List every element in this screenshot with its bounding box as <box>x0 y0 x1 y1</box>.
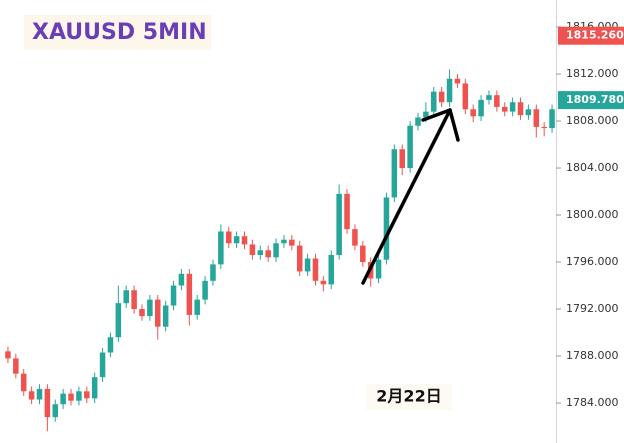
candle-body <box>446 78 453 103</box>
candle-body <box>44 388 51 418</box>
price-label-box <box>558 91 624 110</box>
y-tick-label: 1812.000 <box>566 67 619 80</box>
candle-body <box>383 197 390 260</box>
candle-body <box>225 231 232 244</box>
candle-body <box>501 106 508 112</box>
y-tick-label: 1800.000 <box>566 208 619 221</box>
candle-body <box>52 404 59 418</box>
candle-body <box>304 258 311 272</box>
candle-body <box>462 83 469 110</box>
candle-body <box>84 391 90 399</box>
y-tick-label: 1796.000 <box>566 255 619 268</box>
candle-body <box>13 358 19 374</box>
candle-body <box>186 273 193 315</box>
candle-body <box>360 245 366 263</box>
candle-body <box>131 290 137 310</box>
candle-body <box>470 109 476 117</box>
candle-body <box>296 245 303 272</box>
candle-body <box>509 102 516 112</box>
candle-body <box>423 111 429 118</box>
candle-body <box>139 309 145 317</box>
candle-body <box>478 99 484 117</box>
candle-body <box>170 285 177 306</box>
candle-body <box>60 393 66 405</box>
candle-body <box>399 149 405 169</box>
candle-body <box>107 337 114 353</box>
candle-body <box>20 373 27 392</box>
chart-title: XAUUSD 5MIN <box>32 20 207 45</box>
candle-body <box>241 236 248 245</box>
arrow-shaft <box>361 108 452 285</box>
price-label: 1809.780 <box>566 93 624 106</box>
candle-body <box>281 239 287 244</box>
candle-body <box>438 91 445 103</box>
candle-body <box>249 244 256 255</box>
arrow-head <box>421 108 460 142</box>
y-tick-label: 1788.000 <box>566 349 619 362</box>
candle-body <box>162 305 169 327</box>
y-tick-label: 1808.000 <box>566 114 619 127</box>
candle-body <box>312 258 319 281</box>
candle-body <box>115 303 122 338</box>
y-tick-label: 1804.000 <box>566 161 619 174</box>
candle-body <box>525 109 532 116</box>
plot-area <box>5 69 555 432</box>
candle-body <box>549 109 555 129</box>
candle-body <box>454 78 461 84</box>
annotation: 2月22日 <box>376 387 441 406</box>
candle-body <box>265 250 271 258</box>
candle-body <box>407 125 413 169</box>
candle-body <box>336 193 342 255</box>
candle-body <box>344 193 350 230</box>
candle-body <box>494 95 500 107</box>
candle-body <box>91 377 98 399</box>
candle-body <box>178 273 185 286</box>
candle-body <box>68 393 74 401</box>
candle-body <box>5 351 11 359</box>
candle-body <box>210 264 216 281</box>
candle-body <box>273 243 279 258</box>
annotation-background <box>366 384 452 410</box>
candle-body <box>257 250 264 255</box>
candle-body <box>233 236 240 244</box>
candle-body <box>76 391 82 401</box>
candle-body <box>415 117 421 126</box>
candle-body <box>391 149 398 198</box>
candle-body <box>541 126 547 129</box>
candle-body <box>218 231 224 265</box>
candle-body <box>36 388 43 400</box>
candle-body <box>486 95 492 100</box>
candle-body <box>194 299 200 315</box>
candle-body <box>202 280 208 300</box>
candle-body <box>155 299 161 327</box>
candle-body <box>123 290 129 304</box>
title-background <box>24 15 211 50</box>
candle-body <box>99 352 106 378</box>
y-tick-label: 1784.000 <box>566 396 619 409</box>
candle-body <box>431 91 437 112</box>
candle-body <box>289 239 295 246</box>
price-label: 1815.260 <box>566 29 624 42</box>
candle-body <box>533 109 540 127</box>
candle-body <box>375 259 382 279</box>
candle-body <box>147 299 153 317</box>
candle-body <box>28 391 35 400</box>
candle-body <box>352 229 358 246</box>
y-tick-label: 1792.000 <box>566 302 619 315</box>
candle-body <box>328 254 335 285</box>
price-label-box <box>558 26 624 45</box>
candle-body <box>320 280 327 285</box>
candle-body <box>517 102 524 116</box>
